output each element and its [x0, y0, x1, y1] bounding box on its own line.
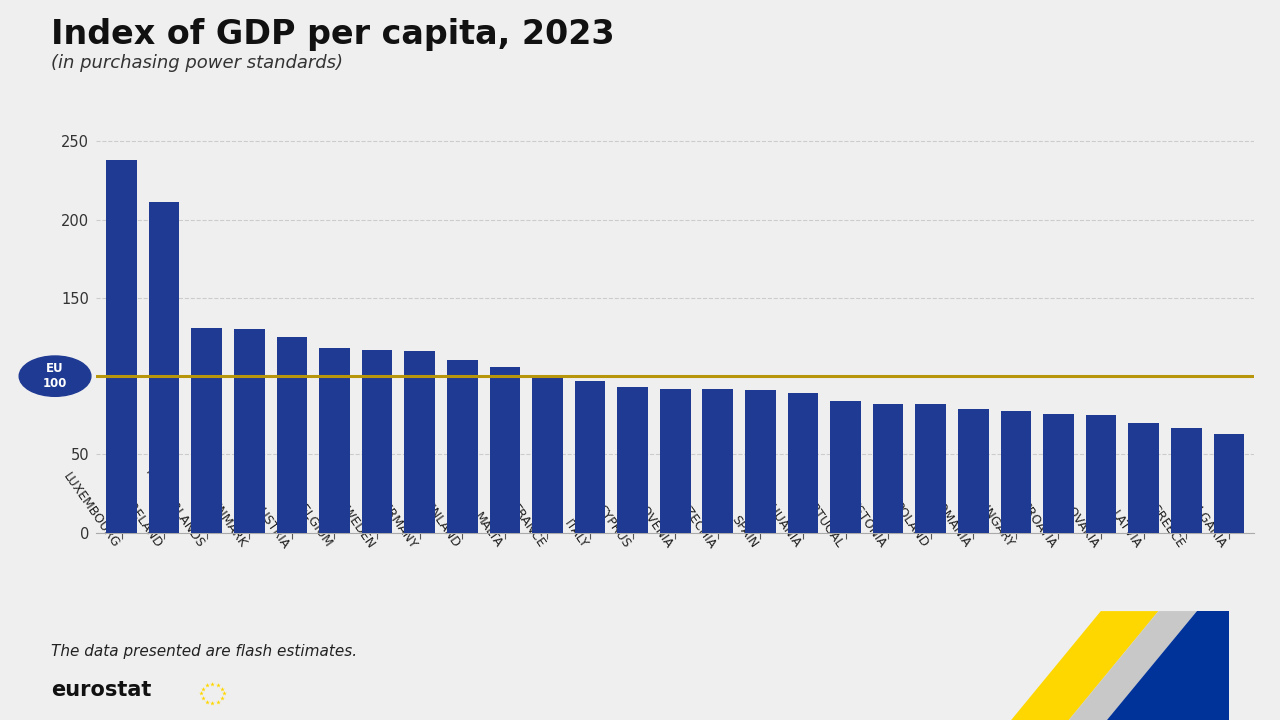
Bar: [404, 351, 435, 533]
Bar: [489, 366, 520, 533]
Bar: [1043, 414, 1074, 533]
Bar: [831, 401, 861, 533]
Bar: [575, 381, 605, 533]
Bar: [1001, 410, 1032, 533]
Bar: [957, 409, 988, 533]
Bar: [532, 374, 563, 533]
Bar: [447, 361, 477, 533]
Text: Index of GDP per capita, 2023: Index of GDP per capita, 2023: [51, 18, 614, 51]
Bar: [1129, 423, 1158, 533]
Polygon shape: [1011, 611, 1158, 720]
Text: eurostat: eurostat: [51, 680, 151, 701]
Polygon shape: [1107, 611, 1229, 720]
Bar: [234, 329, 265, 533]
Bar: [276, 337, 307, 533]
Bar: [362, 349, 393, 533]
Text: (in purchasing power standards): (in purchasing power standards): [51, 54, 343, 72]
Text: The data presented are flash estimates.: The data presented are flash estimates.: [51, 644, 357, 660]
Bar: [617, 387, 648, 533]
Bar: [787, 393, 818, 533]
Bar: [660, 389, 690, 533]
Polygon shape: [1069, 611, 1197, 720]
Bar: [106, 160, 137, 533]
Bar: [192, 328, 221, 533]
Bar: [319, 348, 349, 533]
Bar: [703, 389, 733, 533]
Bar: [873, 405, 904, 533]
Bar: [148, 202, 179, 533]
Text: EU
100: EU 100: [42, 362, 68, 390]
Bar: [915, 405, 946, 533]
Bar: [1213, 434, 1244, 533]
Bar: [1085, 415, 1116, 533]
Bar: [1171, 428, 1202, 533]
Bar: [745, 390, 776, 533]
